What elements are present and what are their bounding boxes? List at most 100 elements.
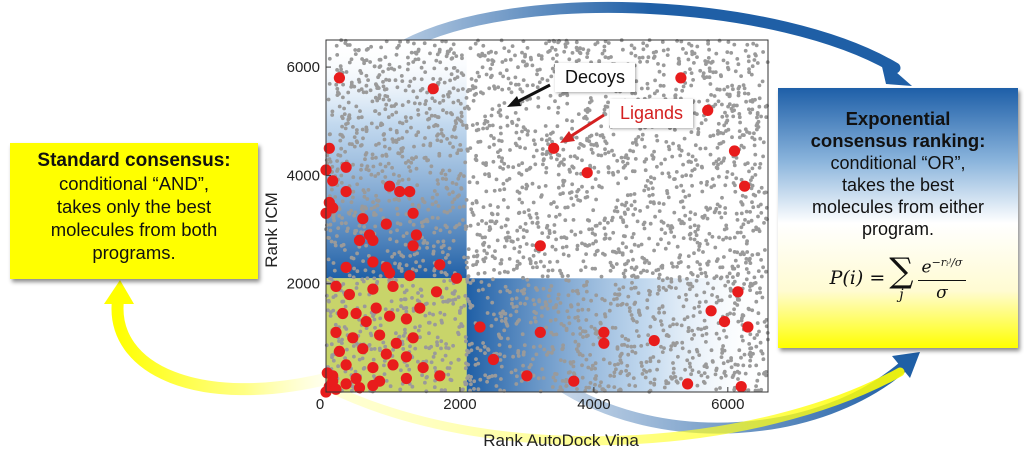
decoy-point (689, 173, 693, 178)
decoy-point (671, 361, 675, 365)
decoy-point (739, 318, 744, 323)
decoy-point (586, 307, 591, 312)
decoy-point (497, 103, 501, 108)
decoy-point (514, 309, 519, 314)
ligand-point (380, 261, 392, 273)
decoy-point (744, 241, 749, 246)
decoy-point (413, 325, 417, 330)
decoy-point (750, 135, 755, 140)
decoy-point (714, 387, 719, 392)
decoy-point (445, 299, 450, 304)
decoy-point (364, 125, 369, 130)
decoy-point (737, 371, 742, 375)
decoy-point (686, 329, 691, 334)
decoy-point (359, 167, 363, 172)
decoy-point (661, 48, 666, 53)
decoy-point (514, 82, 518, 87)
decoy-point (575, 243, 580, 248)
decoy-point (755, 121, 760, 126)
decoy-point (356, 115, 361, 120)
decoy-point (740, 202, 745, 206)
decoy-point (612, 297, 616, 302)
decoy-point (725, 50, 730, 54)
decoy-point (342, 106, 346, 111)
decoy-point (705, 262, 710, 267)
decoy-point (682, 136, 687, 141)
decoy-point (694, 278, 699, 283)
decoy-point (652, 149, 656, 154)
decoy-point (484, 72, 489, 77)
decoy-point (549, 155, 554, 160)
decoy-point (719, 215, 724, 220)
decoy-point (352, 135, 357, 140)
decoy-point (584, 318, 589, 322)
decoy-point (409, 115, 413, 120)
decoy-point (566, 253, 571, 258)
decoy-point (695, 163, 700, 167)
decoy-point (493, 373, 498, 378)
ligand-point (598, 326, 610, 338)
decoy-point (544, 41, 548, 46)
decoy-point (706, 41, 710, 46)
decoy-point (570, 119, 575, 123)
decoy-point (414, 155, 418, 160)
decoy-point (485, 295, 490, 300)
decoy-point (396, 197, 400, 202)
decoy-point (759, 114, 763, 119)
decoy-point (412, 41, 416, 46)
decoy-point (374, 155, 378, 160)
decoy-point (575, 387, 579, 391)
decoy-point (339, 67, 343, 72)
decoy-point (659, 237, 663, 242)
decoy-point (586, 365, 591, 370)
decoy-point (403, 88, 408, 93)
decoy-point (330, 355, 334, 360)
decoy-point (486, 348, 491, 352)
decoy-point (723, 110, 727, 115)
top-blue-arrowhead (880, 58, 912, 86)
decoy-point (452, 197, 457, 202)
decoy-point (371, 200, 375, 205)
decoy-point (732, 235, 737, 240)
decoy-point (416, 328, 421, 333)
decoy-point (373, 95, 378, 100)
decoy-point (735, 218, 740, 222)
decoy-point (552, 39, 557, 44)
decoy-point (418, 88, 423, 93)
formula-numerator: e−rᵢʲ/σ (917, 252, 967, 281)
decoy-point (357, 317, 361, 322)
decoy-point (484, 189, 489, 194)
decoy-point (625, 344, 630, 348)
decoy-point (644, 360, 649, 364)
decoy-point (556, 185, 561, 190)
decoy-point (443, 172, 448, 177)
decoy-point (755, 321, 760, 325)
decoy-point (694, 233, 699, 238)
decoy-point (490, 300, 495, 305)
decoy-point (587, 100, 592, 105)
decoy-point (615, 345, 620, 350)
decoy-point (724, 129, 728, 133)
decoy-point (404, 288, 409, 293)
decoy-point (517, 171, 521, 176)
formula-lhs: P(i) = (829, 266, 886, 289)
decoy-point (362, 225, 367, 229)
decoy-point (369, 333, 374, 338)
decoy-point (691, 78, 695, 82)
decoy-point (432, 43, 437, 48)
decoy-point (501, 181, 506, 186)
decoy-point (736, 62, 741, 67)
decoy-point (631, 257, 635, 262)
decoy-point (524, 296, 529, 301)
decoy-point (708, 134, 713, 139)
decoy-point (565, 309, 570, 313)
decoy-point (608, 260, 613, 265)
decoy-point (491, 159, 496, 164)
decoy-point (447, 168, 452, 173)
decoy-point (721, 344, 725, 348)
decoy-point (679, 39, 684, 44)
decoy-point (429, 164, 434, 169)
decoy-point (593, 366, 597, 371)
ligand-point (702, 104, 714, 116)
decoy-point (688, 365, 693, 369)
